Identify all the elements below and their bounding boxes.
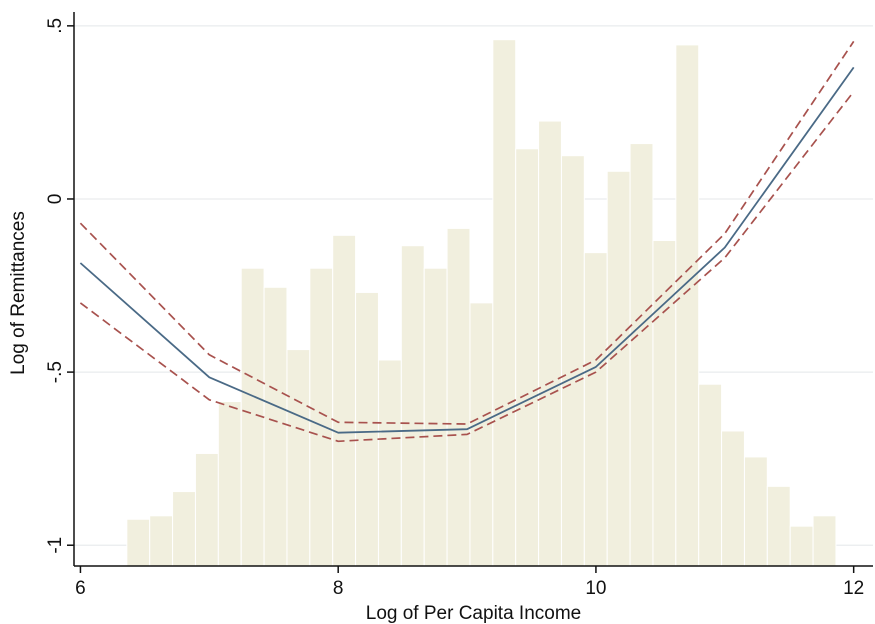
histogram-bar bbox=[309, 267, 334, 567]
fit-lines bbox=[79, 40, 855, 443]
histogram-bar bbox=[126, 518, 151, 567]
histogram-bar bbox=[263, 286, 288, 567]
histogram-bar bbox=[721, 430, 745, 567]
histogram-bar bbox=[583, 252, 608, 567]
histogram-bar bbox=[560, 155, 585, 567]
histogram-bar bbox=[675, 44, 700, 567]
histogram-bar bbox=[789, 525, 814, 567]
histogram-bar bbox=[446, 227, 471, 567]
y-tick-label-0: -1 bbox=[45, 537, 66, 554]
x-tick-label-0: 6 bbox=[75, 578, 86, 599]
histogram-bar bbox=[400, 245, 425, 567]
line-fit bbox=[79, 66, 855, 434]
histogram-bar bbox=[606, 170, 631, 567]
histogram-bar bbox=[652, 240, 677, 567]
histogram-bar bbox=[149, 515, 174, 567]
x-tick-label-3: 12 bbox=[843, 578, 864, 599]
x-axis-label: Log of Per Capita Income bbox=[366, 603, 581, 624]
histogram-bar bbox=[515, 148, 540, 567]
y-tick-label-2: 0 bbox=[45, 194, 66, 205]
histogram-bar bbox=[492, 39, 517, 567]
histogram-bar bbox=[286, 349, 311, 567]
y-tick-label-1: -.5 bbox=[45, 361, 66, 383]
histogram-bars bbox=[126, 39, 837, 567]
histogram-bar bbox=[355, 291, 379, 567]
histogram-bar bbox=[743, 456, 768, 567]
histogram-bar bbox=[469, 302, 494, 567]
histogram-bar bbox=[194, 452, 219, 567]
line-ci-upper bbox=[79, 40, 855, 425]
histogram-bar bbox=[172, 491, 196, 567]
histogram-bar bbox=[812, 515, 837, 567]
histogram-bar bbox=[377, 359, 402, 567]
x-tick-label-1: 8 bbox=[333, 578, 344, 599]
histogram-bar bbox=[217, 401, 242, 567]
line-ci-lower bbox=[79, 91, 855, 443]
x-ticks: 6 8 10 12 bbox=[75, 566, 864, 599]
y-tick-label-3: .5 bbox=[45, 18, 66, 34]
histogram-bar bbox=[629, 143, 654, 567]
histogram-bar bbox=[332, 234, 357, 567]
histogram-bar bbox=[698, 383, 723, 567]
histogram-bar bbox=[423, 267, 448, 567]
x-tick-label-2: 10 bbox=[585, 578, 606, 599]
y-ticks: -1 -.5 0 .5 bbox=[45, 18, 74, 554]
histogram-bar bbox=[538, 120, 562, 567]
y-axis-label: Log of Remittances bbox=[8, 211, 29, 375]
histogram-bar bbox=[766, 485, 791, 567]
axes bbox=[73, 12, 873, 567]
